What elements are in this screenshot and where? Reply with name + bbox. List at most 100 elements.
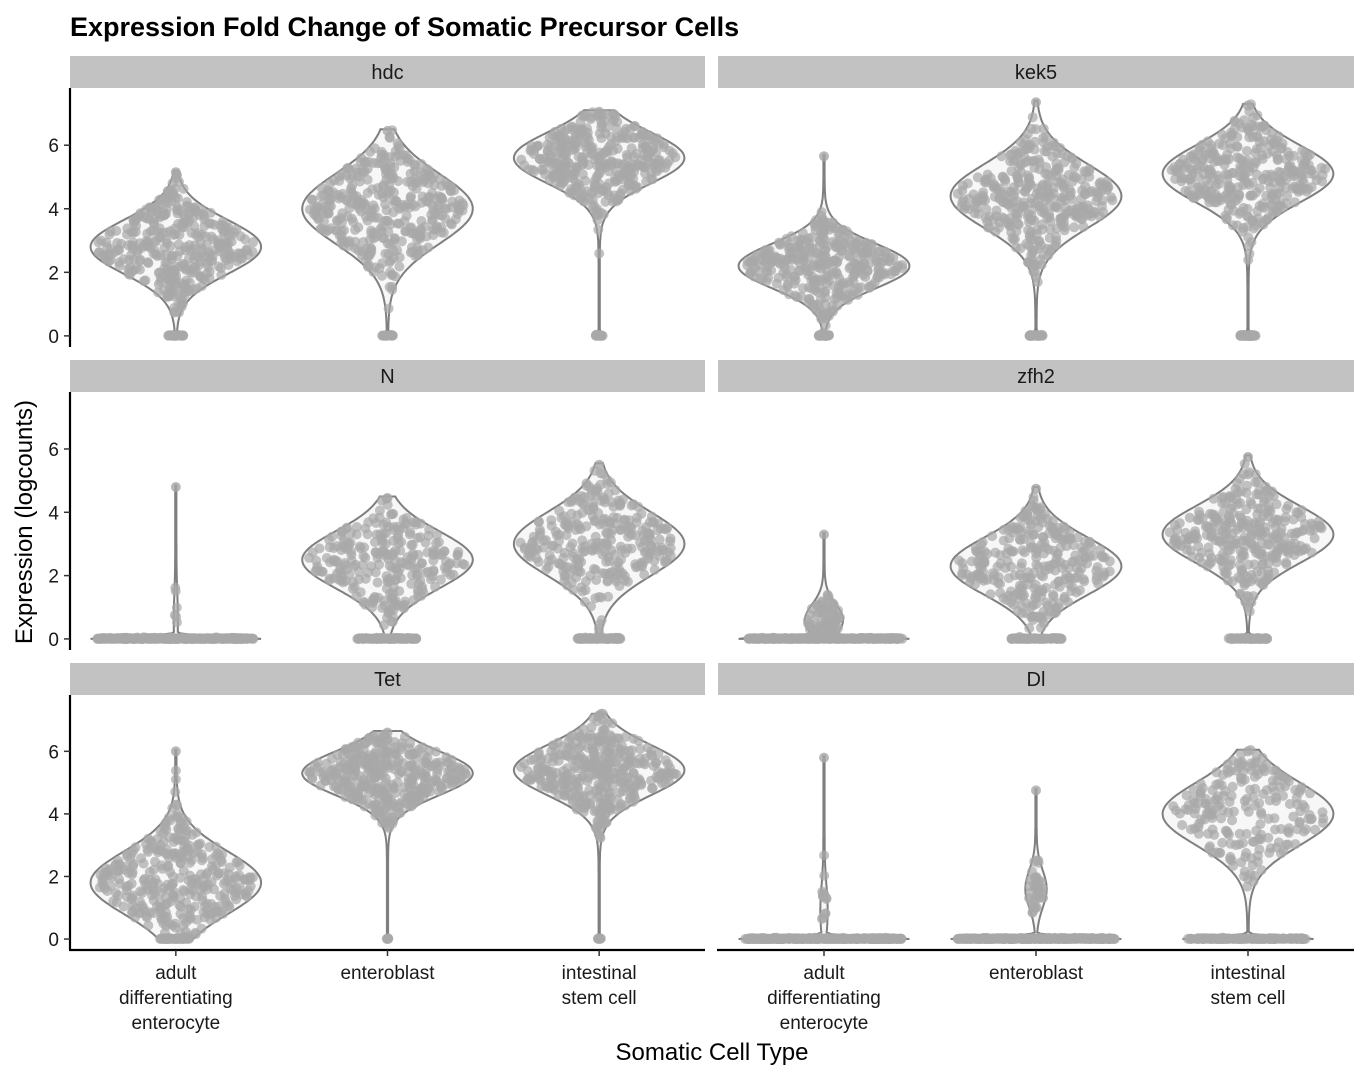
- data-point: [231, 857, 242, 868]
- data-point: [1187, 169, 1198, 180]
- data-point: [584, 505, 595, 516]
- data-point: [769, 633, 780, 644]
- data-point: [626, 500, 637, 511]
- data-point: [571, 137, 582, 148]
- data-point: [989, 570, 1000, 581]
- data-point: [207, 255, 218, 266]
- data-point: [803, 282, 814, 293]
- data-point: [388, 633, 399, 644]
- data-point: [969, 200, 980, 211]
- data-point: [649, 564, 660, 575]
- data-point: [148, 633, 159, 644]
- data-point: [1239, 532, 1250, 543]
- data-point: [1223, 154, 1234, 165]
- data-point: [1247, 190, 1258, 201]
- data-point: [344, 203, 355, 214]
- data-point: [142, 257, 153, 268]
- data-point: [1217, 129, 1228, 140]
- data-point: [134, 264, 145, 275]
- data-point: [641, 546, 652, 557]
- data-point: [533, 140, 544, 151]
- data-point: [1204, 558, 1215, 568]
- data-point: [1051, 231, 1062, 242]
- data-point: [170, 765, 181, 776]
- data-point: [1028, 492, 1039, 502]
- data-point: [153, 287, 164, 298]
- data-point: [1212, 170, 1223, 181]
- data-point: [660, 557, 671, 568]
- data-point: [166, 266, 177, 277]
- data-point: [1221, 515, 1232, 526]
- data-point: [1186, 178, 1197, 189]
- data-point: [1069, 556, 1079, 567]
- data-point: [358, 237, 369, 248]
- data-point: [1022, 579, 1033, 590]
- data-point: [376, 225, 387, 236]
- data-point: [589, 179, 600, 190]
- data-point: [172, 193, 183, 204]
- facet-strip-label: N: [380, 366, 394, 388]
- data-point: [592, 537, 603, 548]
- data-point: [1088, 550, 1099, 561]
- data-point: [1047, 516, 1058, 527]
- data-point: [334, 566, 345, 577]
- data-point: [875, 633, 885, 644]
- data-point: [128, 861, 138, 871]
- data-point: [452, 549, 463, 560]
- data-point: [406, 578, 417, 589]
- data-point: [413, 587, 424, 598]
- data-point: [627, 179, 638, 190]
- data-point: [393, 141, 404, 151]
- data-point: [1269, 567, 1280, 578]
- data-point: [1024, 623, 1035, 634]
- data-point: [1266, 192, 1277, 203]
- data-point: [742, 260, 753, 271]
- data-point: [1031, 633, 1042, 644]
- data-point: [115, 633, 125, 644]
- data-point: [1289, 197, 1300, 208]
- data-point: [378, 330, 389, 341]
- data-point: [1017, 545, 1028, 556]
- data-point: [568, 548, 579, 559]
- data-point: [401, 210, 412, 221]
- data-point: [1212, 192, 1223, 203]
- data-point: [199, 221, 210, 231]
- data-point: [1002, 198, 1013, 209]
- data-point: [1029, 529, 1040, 540]
- data-point: [654, 534, 665, 545]
- data-point: [195, 633, 206, 644]
- data-point: [1233, 182, 1243, 193]
- data-point: [1023, 240, 1034, 251]
- data-point: [814, 633, 825, 644]
- data-point: [759, 633, 770, 644]
- data-point: [1200, 185, 1211, 196]
- data-point: [579, 596, 590, 607]
- data-point: [148, 864, 159, 875]
- facet-strip: [718, 56, 1354, 88]
- data-point: [1106, 192, 1117, 203]
- data-point: [1023, 225, 1034, 236]
- data-point: [887, 633, 898, 643]
- data-point: [567, 145, 578, 156]
- data-point: [166, 275, 177, 286]
- y-tick-label: 6: [48, 136, 59, 157]
- data-point: [386, 616, 397, 627]
- data-point: [365, 207, 376, 218]
- data-point: [1025, 515, 1036, 526]
- data-point: [1043, 544, 1054, 555]
- data-point: [1254, 183, 1265, 194]
- data-point: [354, 176, 365, 187]
- data-point: [362, 174, 373, 185]
- data-point: [670, 152, 681, 163]
- data-point: [347, 180, 358, 191]
- data-point: [619, 159, 630, 170]
- data-point: [1031, 124, 1041, 135]
- data-point: [533, 557, 544, 567]
- data-point: [1243, 100, 1253, 111]
- y-tick-label: 2: [48, 567, 59, 588]
- data-point: [546, 520, 557, 531]
- data-point: [439, 203, 450, 214]
- violin-points: [304, 493, 470, 644]
- data-point: [1008, 599, 1019, 610]
